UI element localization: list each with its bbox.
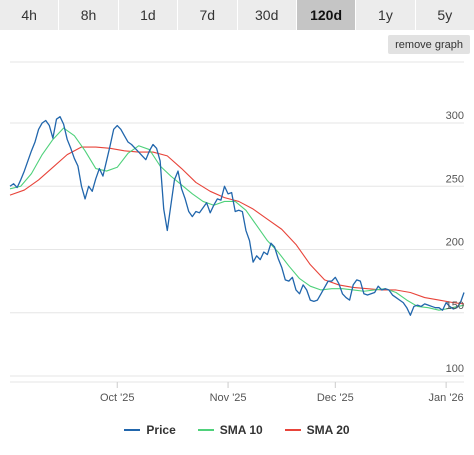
- tab-8h[interactable]: 8h: [59, 0, 119, 30]
- legend-item-sma20[interactable]: SMA 20: [284, 423, 350, 437]
- x-tick-label: Dec '25: [317, 392, 354, 404]
- tab-label: 8h: [80, 7, 97, 23]
- tab-120d[interactable]: 120d: [296, 0, 357, 30]
- series-price-line: [9, 116, 465, 316]
- tab-label: 4h: [21, 7, 37, 23]
- remove-graph-label: remove graph: [395, 38, 463, 51]
- tab-4h[interactable]: 4h: [0, 0, 60, 30]
- tab-30d[interactable]: 30d: [237, 0, 297, 30]
- tab-label: 5y: [437, 7, 453, 23]
- tab-7d[interactable]: 7d: [178, 0, 238, 30]
- legend-swatch-price: [124, 429, 141, 431]
- y-tick-label: 200: [446, 237, 464, 249]
- series-sma20-line: [9, 146, 465, 305]
- legend-swatch-sma20: [284, 429, 301, 431]
- y-tick-label: 150: [446, 300, 464, 312]
- series-sma10-line: [9, 127, 465, 311]
- x-tick-label: Jan '26: [429, 392, 464, 404]
- y-tick-label: 100: [446, 363, 464, 375]
- tab-5y[interactable]: 5y: [415, 0, 474, 30]
- price-chart: 100 150 200 250 300 Oct '25 Nov '25 Dec '25 Jan …: [9, 61, 465, 404]
- series-layer: [9, 116, 465, 316]
- y-tick-label: 300: [446, 110, 464, 122]
- legend-label-sma10: SMA 10: [219, 423, 263, 437]
- x-tick-label: Oct '25: [100, 392, 135, 404]
- tab-label: 1y: [378, 7, 393, 23]
- grid-layer: [10, 61, 464, 388]
- tab-label: 1d: [140, 7, 156, 23]
- y-tick-label: 250: [446, 173, 464, 185]
- legend-label-sma20: SMA 20: [306, 423, 350, 437]
- tab-1d[interactable]: 1d: [118, 0, 179, 30]
- tab-label: 120d: [310, 7, 343, 23]
- legend-swatch-sma10: [197, 429, 214, 431]
- tick-layer: 100 150 200 250 300 Oct '25 Nov '25 Dec '25 Jan …: [100, 110, 464, 404]
- timeframe-tabs: 4h 8h 1d 7d 30d 120d 1y 5y: [0, 0, 474, 30]
- remove-graph-button[interactable]: remove graph: [388, 35, 470, 54]
- x-tick-label: Nov '25: [210, 392, 247, 404]
- chart-legend: Price SMA 10 SMA 20: [0, 420, 474, 440]
- tab-label: 30d: [255, 7, 279, 23]
- legend-label-price: Price: [146, 423, 176, 437]
- legend-item-sma10[interactable]: SMA 10: [197, 423, 263, 437]
- tab-1y[interactable]: 1y: [356, 0, 416, 30]
- tab-label: 7d: [199, 7, 216, 23]
- legend-item-price[interactable]: Price: [124, 423, 176, 437]
